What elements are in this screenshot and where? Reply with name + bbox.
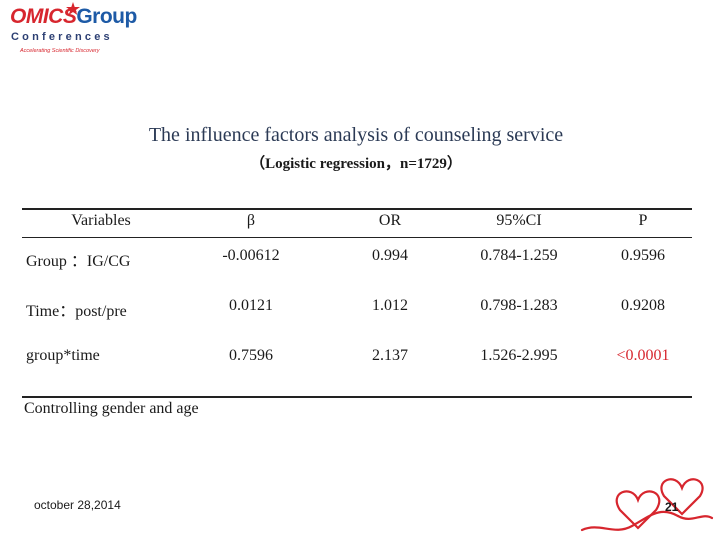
cell-ci: 0.798-1.283 xyxy=(480,297,558,314)
page-number: 21 xyxy=(665,500,679,514)
cell-or: 2.137 xyxy=(372,347,408,364)
header-beta: β xyxy=(246,212,256,229)
cell-or: 0.994 xyxy=(372,247,408,264)
cell-p-significant: <0.0001 xyxy=(616,347,670,364)
logo-wordmark: OMICSGroup xyxy=(10,4,137,30)
cell-variable: Time：post/pre xyxy=(26,303,127,320)
header-p: P xyxy=(638,212,648,229)
cell-p: 0.9208 xyxy=(621,297,665,314)
cell-ci: 0.784-1.259 xyxy=(480,247,558,264)
table-note: Controlling gender and age xyxy=(24,400,199,417)
table-bottom-rule xyxy=(22,396,692,398)
logo-brand-omics: OMICS xyxy=(10,5,77,28)
logo-star-icon xyxy=(66,2,80,15)
omics-group-logo: OMICSGroup Conferences Accelerating Scie… xyxy=(6,2,137,64)
logo-tagline: Accelerating Scientific Discovery xyxy=(20,48,100,54)
logo-conferences: Conferences xyxy=(11,31,113,43)
cell-ci: 1.526-2.995 xyxy=(480,347,558,364)
logo-brand-group: Group xyxy=(76,5,137,28)
cell-variable: Group ：IG/CG xyxy=(26,253,131,270)
footer-date: october 28,2014 xyxy=(34,498,121,512)
cell-beta: -0.00612 xyxy=(222,247,280,264)
cell-p: 0.9596 xyxy=(621,247,665,264)
table-top-rule xyxy=(22,208,692,210)
header-ci: 95%CI xyxy=(496,212,542,229)
header-or: OR xyxy=(378,212,402,229)
slide-title: The influence factors analysis of counse… xyxy=(148,124,564,146)
header-variables: Variables xyxy=(71,212,131,229)
cell-variable: group*time xyxy=(26,347,100,364)
slide-subtitle: （Logistic regression，n=1729） xyxy=(250,156,462,172)
table-header-rule xyxy=(22,237,692,238)
cell-beta: 0.7596 xyxy=(229,347,273,364)
cell-or: 1.012 xyxy=(372,297,408,314)
red-ribbon-hearts-icon xyxy=(580,478,714,532)
cell-beta: 0.0121 xyxy=(229,297,273,314)
